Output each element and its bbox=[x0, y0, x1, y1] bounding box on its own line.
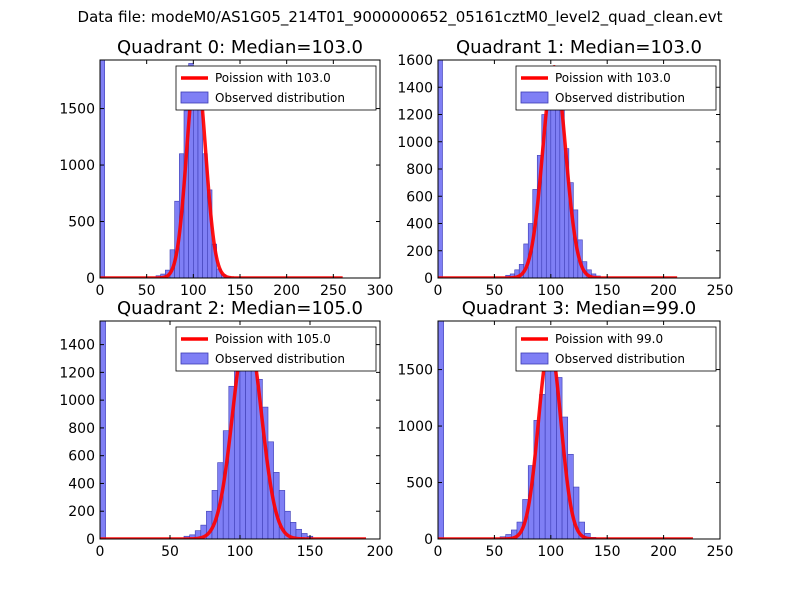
y-tick-label: 500 bbox=[406, 476, 433, 492]
quadrant-0-panel: 0 50 100 150 200 250 300 0 500 1000 1500 Quadrant 0… bbox=[59, 37, 393, 299]
y-tick-label: 1000 bbox=[59, 393, 95, 409]
legend-label-observed: Observed distribution bbox=[215, 91, 345, 105]
y-tick-label: 1000 bbox=[397, 135, 433, 151]
legend-label-observed: Observed distribution bbox=[555, 352, 685, 366]
panel-title: Quadrant 0: Median=103.0 bbox=[117, 37, 363, 58]
poisson-curve bbox=[100, 328, 368, 539]
y-tick-label: 500 bbox=[68, 215, 95, 231]
x-tick-label: 0 bbox=[96, 544, 105, 560]
histogram-bar bbox=[438, 321, 444, 539]
legend-box bbox=[175, 65, 377, 111]
y-tick-label: 0 bbox=[86, 271, 95, 287]
legend-bar-swatch bbox=[520, 352, 549, 365]
legend: Poission with 103.0 Observed distribution bbox=[515, 65, 717, 111]
x-tick-label: 0 bbox=[96, 283, 105, 299]
legend-label-poisson: Poission with 103.0 bbox=[555, 71, 671, 85]
y-tick-label: 400 bbox=[68, 476, 95, 492]
x-tick-label: 300 bbox=[367, 283, 394, 299]
y-tick-label: 400 bbox=[406, 217, 433, 233]
x-tick-label: 100 bbox=[180, 283, 207, 299]
x-tick-label: 0 bbox=[434, 283, 443, 299]
x-tick-label: 100 bbox=[537, 544, 564, 560]
poisson-curve bbox=[100, 66, 344, 278]
y-tick-label: 0 bbox=[424, 271, 433, 287]
x-tick-label: 0 bbox=[434, 544, 443, 560]
y-tick-label: 600 bbox=[68, 449, 95, 465]
x-tick-label: 250 bbox=[707, 544, 734, 560]
legend-box bbox=[515, 326, 717, 372]
y-tick-label: 1000 bbox=[397, 419, 433, 435]
y-tick-label: 1500 bbox=[59, 102, 95, 118]
x-tick-label: 200 bbox=[367, 544, 394, 560]
legend-bar-swatch bbox=[180, 352, 209, 365]
x-tick-label: 100 bbox=[537, 283, 564, 299]
legend: Poission with 103.0 Observed distribution bbox=[175, 65, 377, 111]
legend-label-poisson: Poission with 99.0 bbox=[555, 332, 663, 346]
histogram-bar bbox=[100, 60, 105, 278]
y-tick-label: 0 bbox=[86, 532, 95, 548]
y-tick-label: 1400 bbox=[59, 338, 95, 354]
panel-title: Quadrant 1: Median=103.0 bbox=[456, 37, 702, 58]
legend-box bbox=[515, 65, 717, 111]
quadrant-3-panel: 0 50 100 150 200 250 0 500 1000 1500 Quadrant 3: M… bbox=[397, 298, 733, 560]
legend-label-poisson: Poission with 103.0 bbox=[215, 71, 331, 85]
plot-area bbox=[100, 60, 344, 278]
x-tick-label: 150 bbox=[227, 283, 254, 299]
axes-frame bbox=[437, 320, 721, 540]
legend-label-observed: Observed distribution bbox=[215, 352, 345, 366]
x-tick-label: 200 bbox=[273, 283, 300, 299]
panel-title: Quadrant 3: Median=99.0 bbox=[462, 298, 697, 319]
x-tick-label: 200 bbox=[650, 544, 677, 560]
poisson-curve bbox=[438, 342, 695, 539]
x-tick-label: 50 bbox=[485, 544, 503, 560]
x-tick-label: 100 bbox=[227, 544, 254, 560]
legend-box bbox=[175, 326, 377, 372]
histogram-bar bbox=[544, 346, 552, 539]
y-tick-label: 1600 bbox=[397, 53, 433, 69]
legend: Poission with 105.0 Observed distribution bbox=[175, 326, 377, 372]
plot-area bbox=[438, 321, 695, 539]
quadrant-1-panel: 0 50 100 150 200 250 0 200 400 600 800 1000 1200 1400… bbox=[397, 37, 733, 299]
x-tick-label: 50 bbox=[485, 283, 503, 299]
y-tick-label: 200 bbox=[68, 504, 95, 520]
y-tick-label: 1200 bbox=[59, 365, 95, 381]
legend: Poission with 99.0 Observed distribution bbox=[515, 326, 717, 372]
histogram-bar bbox=[197, 106, 203, 278]
panel-title: Quadrant 2: Median=105.0 bbox=[117, 298, 363, 319]
legend-bar-swatch bbox=[180, 91, 209, 104]
y-tick-label: 800 bbox=[68, 421, 95, 437]
histogram-bar bbox=[550, 369, 557, 539]
y-tick-label: 1500 bbox=[397, 363, 433, 379]
x-tick-label: 200 bbox=[650, 283, 677, 299]
y-tick-label: 800 bbox=[406, 162, 433, 178]
x-tick-label: 150 bbox=[594, 283, 621, 299]
y-tick-label: 600 bbox=[406, 189, 433, 205]
legend-label-poisson: Poission with 105.0 bbox=[215, 332, 331, 346]
histogram-bar bbox=[100, 321, 106, 539]
x-tick-label: 150 bbox=[297, 544, 324, 560]
y-tick-label: 1400 bbox=[397, 80, 433, 96]
y-tick-label: 1000 bbox=[59, 158, 95, 174]
x-tick-label: 150 bbox=[594, 544, 621, 560]
y-tick-label: 0 bbox=[424, 532, 433, 548]
quadrant-2-panel: 0 50 100 150 200 0 200 400 600 800 1000 1200 1400 Qua… bbox=[59, 298, 393, 560]
x-tick-label: 50 bbox=[138, 283, 156, 299]
figure-suptitle: Data file: modeM0/AS1G05_214T01_90000006… bbox=[77, 8, 723, 26]
x-tick-label: 250 bbox=[707, 283, 734, 299]
legend-bar-swatch bbox=[520, 91, 549, 104]
x-tick-label: 50 bbox=[161, 544, 179, 560]
legend-label-observed: Observed distribution bbox=[555, 91, 685, 105]
x-tick-label: 250 bbox=[320, 283, 347, 299]
y-tick-label: 200 bbox=[406, 244, 433, 260]
y-tick-label: 1200 bbox=[397, 108, 433, 124]
